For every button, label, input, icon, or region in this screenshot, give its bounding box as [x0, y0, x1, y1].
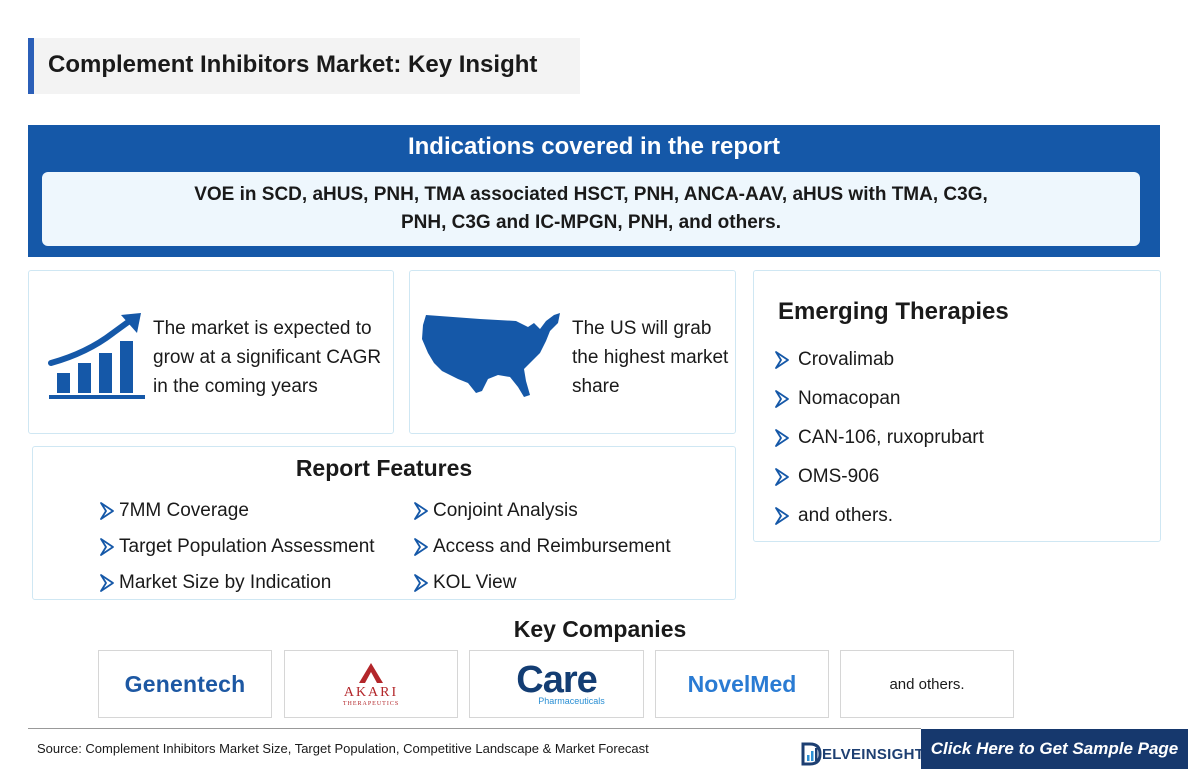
growth-insight-card: The market is expected to grow at a sign… [28, 270, 394, 434]
delveinsight-logo: ELVEINSIGHT [800, 742, 924, 766]
akari-subtitle: THERAPEUTICS [342, 700, 400, 707]
us-insight-text: The US will grab the highest market shar… [572, 318, 729, 398]
akari-logo: AKARI THERAPEUTICS [343, 662, 399, 707]
list-item: Access and Reimbursement [411, 529, 671, 565]
delveinsight-mark-icon [801, 742, 822, 766]
footer-divider [28, 728, 921, 729]
indications-heading: Indications covered in the report [407, 133, 781, 160]
indications-list: VOE in SCD, aHUS, PNH, TMA associated HS… [42, 172, 1140, 246]
chevron-right-icon [414, 538, 428, 556]
list-item: Nomacopan [772, 379, 984, 418]
source-note: Source: Complement Inhibitors Market Siz… [37, 741, 649, 756]
growth-chart-icon [48, 313, 145, 399]
list-item: Target Population Assessment [97, 529, 375, 565]
therapy-name: CAN-106, ruxoprubart [798, 426, 984, 448]
chevron-right-icon [100, 502, 114, 520]
care-logo-box: Care Pharmaceuticals [469, 650, 644, 718]
indications-panel: Indications covered in the report VOE in… [28, 125, 1160, 257]
report-features-card: Report Features 7MM Coverage Target Popu… [32, 446, 736, 600]
akari-mark-icon [359, 662, 383, 683]
chevron-right-icon [775, 467, 789, 486]
therapy-name: and others. [798, 504, 894, 526]
therapy-name: Nomacopan [798, 387, 901, 409]
delveinsight-name: ELVEINSIGHT [822, 745, 925, 763]
care-subtitle: Pharmaceuticals [538, 696, 605, 706]
list-item: Market Size by Indication [97, 565, 375, 601]
care-name: Care [516, 659, 597, 701]
growth-insight-text: The market is expected to grow at a sign… [153, 318, 382, 398]
chevron-right-icon [775, 350, 789, 369]
feature-label: KOL View [433, 572, 517, 593]
features-column-right: Conjoint Analysis Access and Reimburseme… [411, 493, 671, 601]
therapy-name: Crovalimab [798, 348, 895, 370]
feature-label: Access and Reimbursement [433, 536, 671, 557]
genentech-logo: Genentech [124, 670, 246, 697]
others-label: and others. [889, 675, 965, 693]
others-box: and others. [840, 650, 1014, 718]
feature-label: Conjoint Analysis [433, 500, 578, 521]
key-companies-title: Key Companies [513, 616, 687, 642]
emerging-therapies-list: Crovalimab Nomacopan CAN-106, ruxoprubar… [772, 340, 984, 535]
title-box: Complement Inhibitors Market: Key Insigh… [28, 38, 580, 94]
chevron-right-icon [414, 574, 428, 592]
features-column-left: 7MM Coverage Target Population Assessmen… [97, 493, 375, 601]
list-item: KOL View [411, 565, 671, 601]
chevron-right-icon [775, 506, 789, 525]
chevron-right-icon [775, 389, 789, 408]
chevron-right-icon [100, 574, 114, 592]
emerging-therapies-title: Emerging Therapies [778, 298, 1009, 325]
novelmed-logo: NovelMed [687, 670, 797, 697]
akari-logo-box: AKARI THERAPEUTICS [284, 650, 458, 718]
list-item: Conjoint Analysis [411, 493, 671, 529]
therapy-name: OMS-906 [798, 465, 880, 487]
page-title: Complement Inhibitors Market: Key Insigh… [48, 51, 538, 78]
list-item: and others. [772, 496, 984, 535]
report-features-title: Report Features [295, 455, 473, 481]
list-item: 7MM Coverage [97, 493, 375, 529]
akari-name: AKARI [343, 684, 399, 700]
chevron-right-icon [100, 538, 114, 556]
emerging-therapies-card: Emerging Therapies Crovalimab Nomacopan … [753, 270, 1161, 542]
genentech-logo-box: Genentech [98, 650, 272, 718]
list-item: OMS-906 [772, 457, 984, 496]
care-logo: Care Pharmaceuticals [508, 659, 605, 706]
chevron-right-icon [414, 502, 428, 520]
novelmed-logo-box: NovelMed [655, 650, 829, 718]
list-item: CAN-106, ruxoprubart [772, 418, 984, 457]
feature-label: Target Population Assessment [119, 536, 375, 557]
sample-page-button[interactable]: Click Here to Get Sample Page [921, 729, 1188, 769]
feature-label: Market Size by Indication [119, 572, 332, 593]
us-insight-card: The US will grab the highest market shar… [409, 270, 736, 434]
us-map-icon [422, 313, 560, 397]
feature-label: 7MM Coverage [119, 500, 249, 521]
chevron-right-icon [775, 428, 789, 447]
list-item: Crovalimab [772, 340, 984, 379]
